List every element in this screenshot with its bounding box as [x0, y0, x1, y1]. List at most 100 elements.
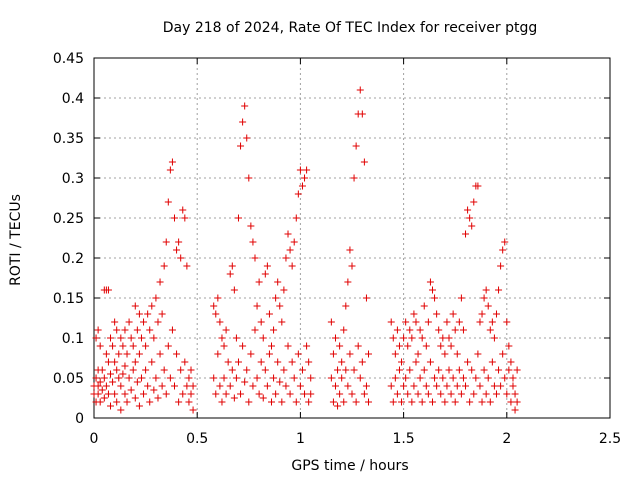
data-point: [480, 294, 488, 302]
data-point: [276, 302, 284, 310]
x-tick-label: 1.5: [392, 431, 414, 447]
data-point: [175, 398, 183, 406]
data-point: [224, 358, 232, 366]
data-point: [400, 382, 408, 390]
data-point: [470, 390, 478, 398]
data-point: [334, 402, 342, 410]
y-tick-label: 0.15: [53, 291, 84, 307]
data-point: [222, 390, 230, 398]
data-point: [464, 206, 472, 214]
data-point: [181, 358, 189, 366]
data-point: [216, 318, 224, 326]
data-point: [509, 374, 517, 382]
data-point: [253, 302, 261, 310]
data-point: [239, 118, 247, 126]
data-point: [416, 374, 424, 382]
data-point: [468, 366, 476, 374]
data-point: [119, 370, 127, 378]
data-point: [490, 382, 498, 390]
data-point: [445, 366, 453, 374]
data-point: [125, 374, 133, 382]
data-point: [189, 406, 197, 414]
data-point: [243, 366, 251, 374]
data-point: [179, 390, 187, 398]
data-point: [331, 334, 339, 342]
data-point: [499, 246, 507, 254]
data-point: [360, 390, 368, 398]
data-point: [505, 366, 513, 374]
data-point: [107, 370, 115, 378]
data-point: [457, 294, 465, 302]
data-point: [416, 326, 424, 334]
y-tick-label: 0: [75, 411, 84, 427]
data-point: [111, 318, 119, 326]
data-point: [150, 386, 158, 394]
data-point: [511, 390, 519, 398]
data-point: [340, 398, 348, 406]
data-point: [449, 374, 457, 382]
data-point: [406, 366, 414, 374]
data-point: [96, 342, 104, 350]
data-point: [350, 174, 358, 182]
data-point: [249, 382, 257, 390]
data-point: [111, 390, 119, 398]
data-point: [447, 342, 455, 350]
data-point: [348, 262, 356, 270]
data-point: [216, 382, 224, 390]
data-point: [131, 394, 139, 402]
data-point: [156, 278, 164, 286]
data-point: [226, 270, 234, 278]
data-point: [305, 398, 313, 406]
data-point: [185, 398, 193, 406]
data-point: [218, 398, 226, 406]
data-point: [307, 390, 315, 398]
data-point: [123, 398, 131, 406]
data-point: [354, 342, 362, 350]
data-point: [329, 350, 337, 358]
data-point: [255, 278, 263, 286]
data-point: [346, 350, 354, 358]
data-point: [261, 270, 269, 278]
data-point: [495, 286, 503, 294]
data-point: [241, 102, 249, 110]
data-point: [170, 382, 178, 390]
data-point: [158, 382, 166, 390]
data-point: [389, 334, 397, 342]
data-point: [152, 294, 160, 302]
data-point: [268, 342, 276, 350]
data-point: [453, 382, 461, 390]
data-point: [474, 182, 482, 190]
data-point: [154, 394, 162, 402]
data-point: [156, 350, 164, 358]
data-point: [402, 374, 410, 382]
data-point: [402, 318, 410, 326]
data-point: [282, 382, 290, 390]
data-point: [278, 318, 286, 326]
data-point: [189, 382, 197, 390]
data-point: [501, 374, 509, 382]
data-point: [303, 166, 311, 174]
data-point: [220, 342, 228, 350]
data-point: [301, 390, 309, 398]
data-point: [166, 166, 174, 174]
data-point: [428, 398, 436, 406]
data-point: [162, 238, 170, 246]
data-point: [131, 302, 139, 310]
data-point: [412, 358, 420, 366]
data-point: [265, 350, 273, 358]
data-point: [365, 398, 373, 406]
data-point: [327, 318, 335, 326]
data-point: [503, 390, 511, 398]
data-point: [162, 390, 170, 398]
data-point: [137, 374, 145, 382]
data-point: [443, 382, 451, 390]
data-point: [251, 254, 259, 262]
data-point: [418, 398, 426, 406]
data-point: [395, 342, 403, 350]
data-point: [418, 334, 426, 342]
data-point: [104, 286, 112, 294]
data-point: [503, 318, 511, 326]
data-point: [340, 326, 348, 334]
data-point: [270, 326, 278, 334]
data-point: [94, 326, 102, 334]
